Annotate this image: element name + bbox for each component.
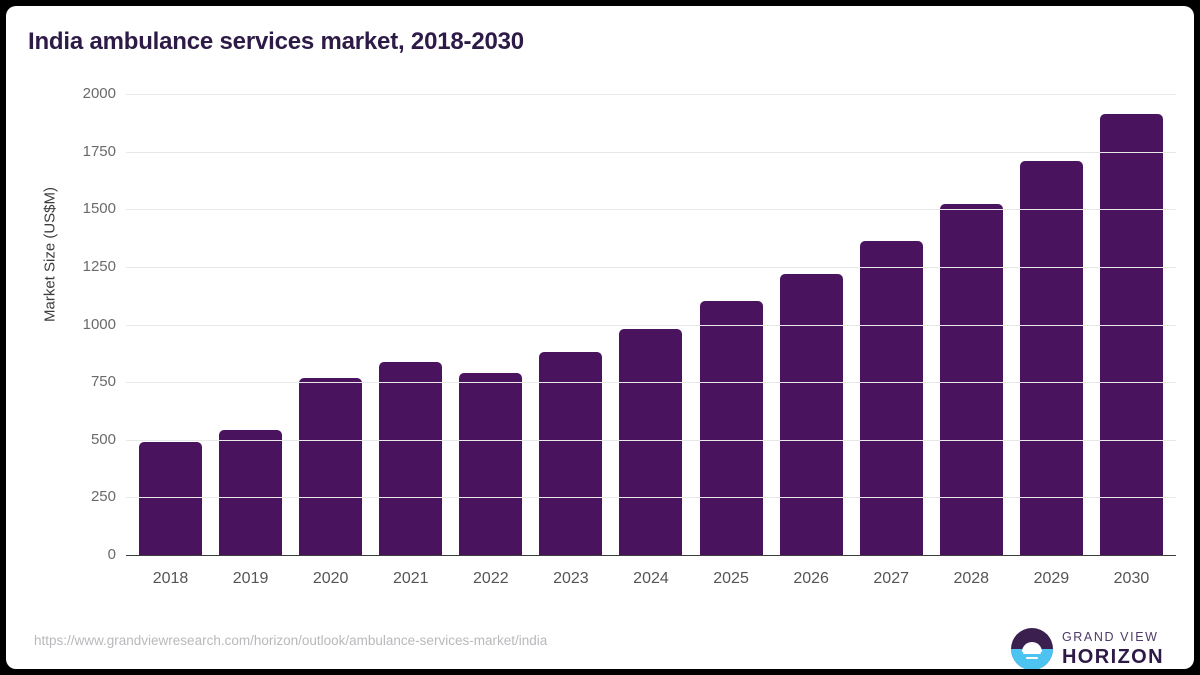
x-tick-label: 2019 [232, 570, 269, 587]
bar-2020[interactable] [299, 378, 363, 556]
source-url[interactable]: https://www.grandviewresearch.com/horizo… [34, 633, 548, 648]
y-tick-label: 1250 [82, 257, 116, 275]
x-tick-label: 2030 [1113, 570, 1150, 587]
x-tick-label: 2018 [152, 570, 189, 587]
y-tick-label: 0 [107, 545, 116, 563]
bar-2028[interactable] [939, 204, 1003, 556]
bar-2019[interactable] [219, 430, 283, 556]
y-tick-label: 500 [90, 430, 116, 448]
bar-series: 2018 2019 2020 2021 2022 2023 2024 2025 2026 2027… [126, 95, 1176, 587]
y-tick-label: 250 [90, 488, 116, 506]
logo-ray-1 [1022, 651, 1041, 654]
x-tick-label: 2024 [633, 570, 669, 587]
gridline-250: 250 [91, 488, 1176, 505]
gridline-500: 500 [91, 431, 1176, 448]
bar-2021[interactable] [379, 362, 443, 556]
bar-slot: 2020 [299, 95, 363, 587]
bar-2024[interactable] [619, 328, 683, 556]
bar-slot: 2028 [939, 95, 1003, 587]
plot-area: Market Size (US$M) 2018 2019 2020 2021 2022 2… [6, 6, 1194, 669]
bar-2029[interactable] [1019, 161, 1083, 556]
x-tick-label: 2029 [1033, 570, 1070, 587]
x-tick-label: 2027 [873, 570, 909, 587]
gridline-1250: 1250 [83, 258, 1176, 275]
y-tick-label: 1500 [82, 200, 116, 218]
bar-2018[interactable] [139, 441, 202, 556]
bar-slot: 2021 [379, 95, 443, 587]
grand-view-horizon-logo[interactable]: GRAND VIEW HORIZON [1010, 626, 1164, 669]
bar-slot: 2029 [1019, 95, 1083, 587]
gridline-2000: 2000 [83, 85, 1176, 102]
gridline-0: 0 [108, 546, 1176, 563]
bar-slot: 2023 [539, 95, 603, 587]
gridline-750: 750 [91, 373, 1176, 390]
y-tick-label: 750 [90, 373, 116, 391]
logo-sun-shape [1021, 642, 1042, 653]
x-tick-label: 2025 [713, 570, 749, 587]
bar-slot: 2018 [139, 95, 202, 587]
logo-wordmark: GRAND VIEW HORIZON [1062, 631, 1164, 668]
y-tick-label: 1750 [82, 142, 116, 160]
bar-slot: 2025 [699, 95, 763, 587]
logo-ray-2 [1025, 656, 1038, 659]
logo-water-half [1010, 649, 1053, 669]
chart-grid: 2018 2019 2020 2021 2022 2023 2024 2025 2026 2027… [83, 85, 1176, 587]
x-tick-label: 2028 [953, 570, 990, 587]
bar-2030[interactable] [1099, 113, 1163, 556]
gridline-1000: 1000 [83, 316, 1176, 333]
chart-figure: India ambulance services market, 2018-20… [6, 6, 1194, 669]
bar-2025[interactable] [699, 301, 763, 556]
y-tick-label: 2000 [82, 85, 116, 102]
x-tick-label: 2021 [392, 570, 429, 587]
y-tick-label: 1000 [82, 315, 116, 333]
x-tick-label: 2023 [553, 570, 589, 587]
bar-slot: 2027 [859, 95, 923, 587]
bar-2027[interactable] [859, 240, 923, 556]
x-tick-label: 2022 [473, 570, 509, 587]
gridline-1500: 1500 [83, 200, 1176, 217]
bar-slot: 2030 [1099, 95, 1163, 587]
bar-slot: 2022 [459, 95, 523, 587]
bar-slot: 2019 [219, 95, 283, 587]
logo-line-2: HORIZON [1061, 646, 1164, 669]
bar-2026[interactable] [779, 273, 843, 556]
page-title: India ambulance services market, 2018-20… [28, 28, 524, 55]
gridline-1750: 1750 [83, 143, 1176, 160]
bar-slot: 2024 [619, 95, 683, 587]
x-tick-label: 2026 [793, 570, 829, 587]
bar-2022[interactable] [459, 373, 523, 556]
x-tick-label: 2020 [312, 570, 349, 587]
logo-line-1: GRAND VIEW [1061, 629, 1159, 644]
bar-2023[interactable] [539, 352, 603, 556]
horizon-sun-icon [1010, 628, 1053, 669]
bar-slot: 2026 [779, 95, 843, 587]
